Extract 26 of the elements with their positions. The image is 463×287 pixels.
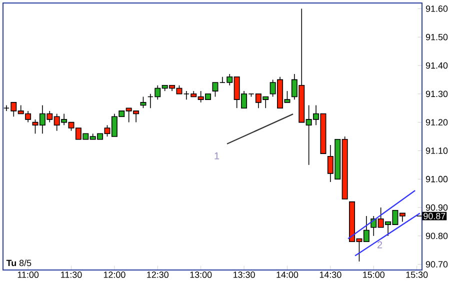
y-tick-label: 91.50 — [426, 34, 448, 40]
x-tick-label: 15:00 — [363, 272, 384, 278]
y-tick-label: 91.00 — [426, 176, 448, 182]
annotation: 90.87 — [424, 212, 446, 220]
x-tick-label: 14:30 — [320, 272, 342, 278]
annotation: 2 — [377, 241, 382, 248]
annotation: 1 — [214, 152, 220, 160]
y-tick-label: 91.60 — [426, 6, 448, 12]
x-tick-label: 15:30 — [406, 272, 428, 278]
y-tick-label: 90.70 — [426, 261, 448, 268]
y-tick-label: 91.30 — [426, 90, 448, 98]
y-tick-label: 91.10 — [426, 148, 448, 154]
x-tick-label: 11:30 — [61, 272, 82, 278]
x-tick-label: 14:00 — [276, 272, 298, 278]
candlestick — [212, 82, 218, 98]
x-tick-label: 12:00 — [104, 272, 126, 278]
y-tick-label: 91.20 — [426, 119, 448, 126]
y-tick-label: 91.40 — [426, 62, 448, 69]
x-tick-label: 12:30 — [147, 272, 169, 278]
x-tick-label: 13:00 — [190, 272, 212, 278]
y-tick-label: 90.80 — [426, 232, 448, 240]
candlestick — [140, 96, 146, 108]
y-tick-label: 90.90 — [426, 204, 448, 211]
x-tick-label: 11:00 — [18, 272, 39, 278]
x-tick-label: 13:30 — [234, 272, 255, 278]
annotation: Tu 8/5 — [6, 260, 32, 266]
